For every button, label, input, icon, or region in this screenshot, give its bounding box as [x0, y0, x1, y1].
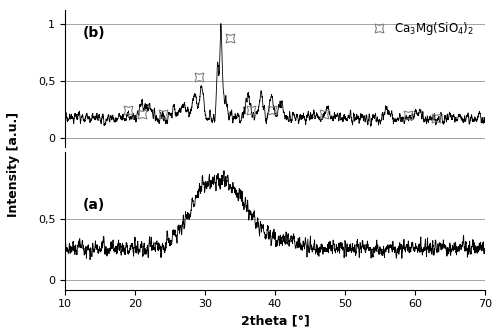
X-axis label: 2theta [°]: 2theta [°] [240, 315, 310, 328]
Text: (a): (a) [82, 198, 105, 213]
Text: Intensity [a.u.]: Intensity [a.u.] [8, 112, 20, 217]
Legend: Ca$_3$Mg(SiO$_4$)$_2$: Ca$_3$Mg(SiO$_4$)$_2$ [362, 16, 479, 42]
Text: (b): (b) [82, 26, 105, 40]
